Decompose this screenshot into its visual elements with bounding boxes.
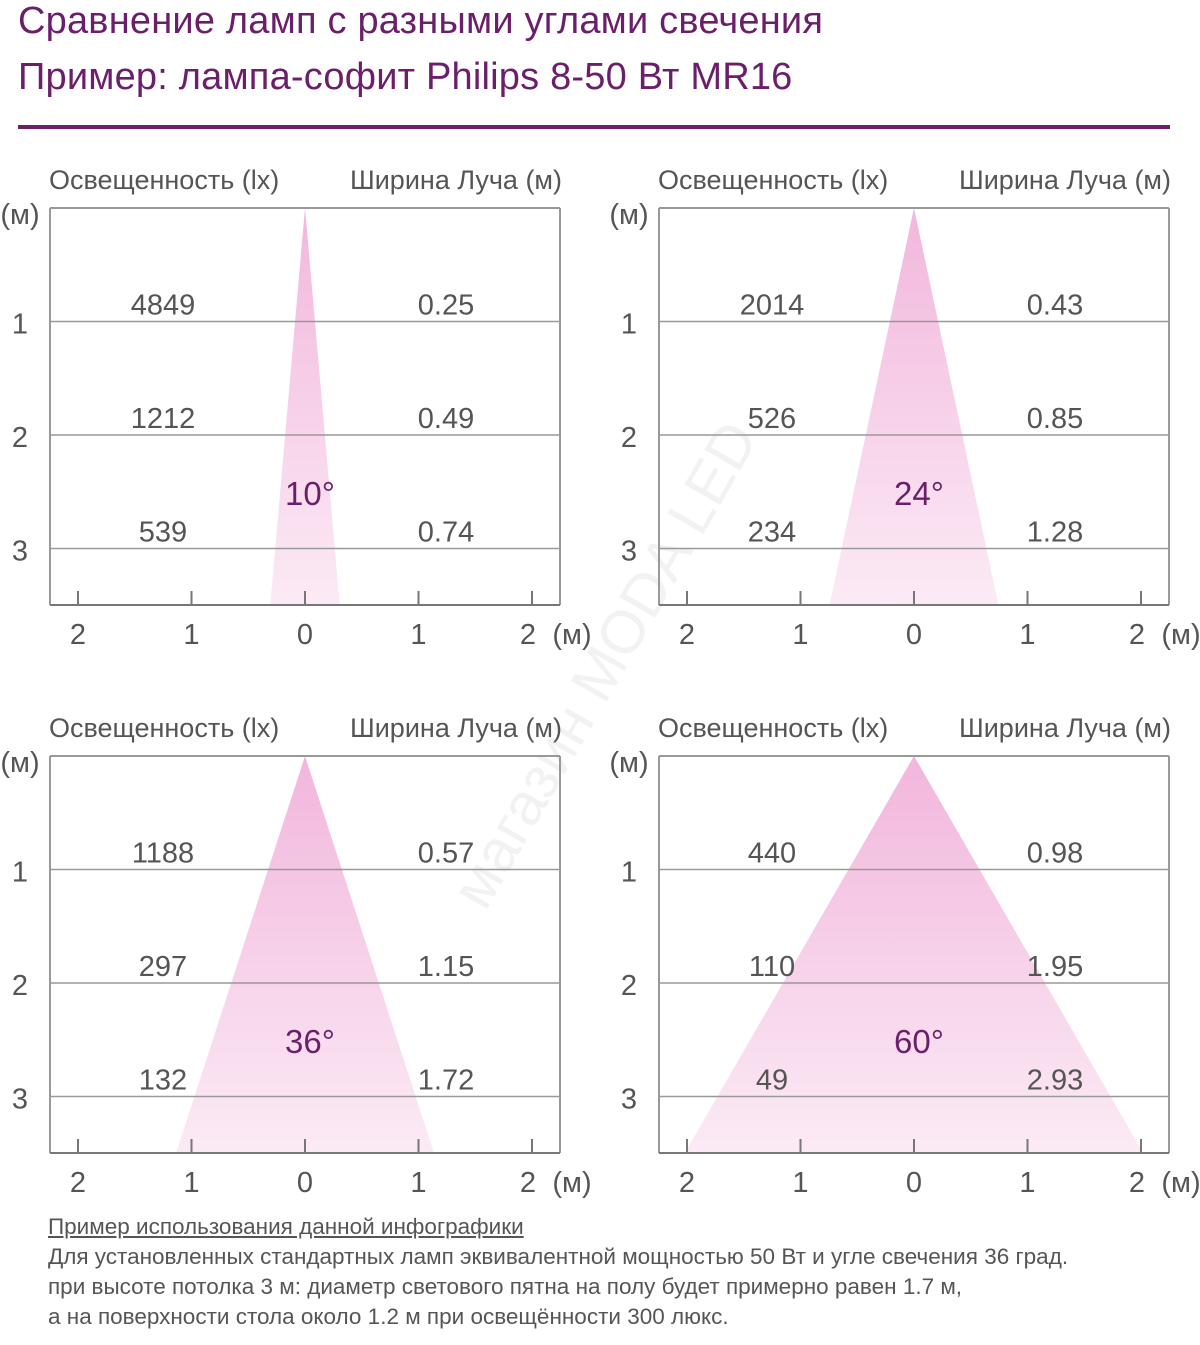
beam-width-value: 0.25: [418, 290, 474, 322]
x-tick-label: 2: [520, 619, 536, 651]
header-illuminance: Освещенность (lx): [658, 713, 888, 743]
y-tick-label: 2: [12, 970, 28, 1002]
illuminance-value: 110: [749, 951, 795, 983]
x-tick-label: 2: [70, 619, 86, 651]
header-beam-width: Ширина Луча (м): [350, 713, 562, 743]
x-tick-label: 1: [410, 1167, 426, 1199]
usage-note-title: Пример использования данной инфографики: [48, 1214, 524, 1239]
beam-width-value: 1.95: [1027, 951, 1083, 983]
beam-width-value: 0.43: [1027, 290, 1083, 322]
usage-note-line-3: а на поверхности стола около 1.2 м при о…: [48, 1304, 729, 1329]
beam-width-value: 1.28: [1027, 517, 1083, 549]
chart-panel-60: Освещенность (lx) Ширина Луча (м) (м) 1 2 3 44…: [609, 708, 1200, 1248]
light-beam-cone: [176, 756, 434, 1153]
usage-note-line-2: при высоте потолка 3 м: диаметр световог…: [48, 1274, 963, 1299]
x-tick-label: 2: [1129, 619, 1145, 651]
y-tick-label: 3: [12, 536, 28, 568]
chart-panel-24: Освещенность (lx) Ширина Луча (м) (м) 1 2 3 20…: [609, 160, 1200, 700]
x-tick-label: 1: [183, 619, 199, 651]
illuminance-value: 132: [139, 1065, 187, 1097]
chart-panel-36: Освещенность (lx) Ширина Луча (м) (м) 1 2 3 11…: [0, 708, 600, 1248]
chart-panel-10: Освещенность (lx) Ширина Луча (м) (м) 1 2 3 48…: [0, 160, 600, 700]
beam-width-value: 0.74: [418, 517, 474, 549]
beam-chart: Освещенность (lx) Ширина Луча (м) (м) 1 2 3 44…: [609, 713, 1200, 1199]
y-tick-label: 1: [12, 309, 28, 341]
y-tick-label: 3: [12, 1084, 28, 1116]
x-tick-label: 0: [297, 619, 313, 651]
illuminance-value: 1188: [132, 838, 194, 870]
y-tick-label: 3: [621, 1084, 637, 1116]
x-tick-label: 2: [70, 1167, 86, 1199]
illuminance-value: 526: [748, 403, 796, 435]
usage-note: Пример использования данной инфографики …: [48, 1212, 1178, 1332]
beam-angle-label: 60°: [894, 1023, 944, 1060]
usage-note-line-1: Для установленных стандартных ламп эквив…: [48, 1244, 1069, 1269]
beam-angle-label: 36°: [285, 1023, 335, 1060]
x-tick-label: 0: [906, 1167, 922, 1199]
x-axis-unit: (м): [552, 619, 591, 651]
page-subtitle: Пример: лампа-софит Philips 8-50 Вт MR16: [18, 56, 793, 98]
x-tick-label: 1: [410, 619, 426, 651]
x-tick-label: 1: [792, 1167, 808, 1199]
y-tick-label: 2: [621, 970, 637, 1002]
beam-width-value: 1.15: [418, 951, 474, 983]
y-tick-label: 1: [621, 857, 637, 889]
x-tick-label: 1: [1019, 619, 1035, 651]
beam-angle-label: 24°: [894, 475, 944, 512]
y-tick-label: 1: [621, 309, 637, 341]
x-axis-unit: (м): [552, 1167, 591, 1199]
header-illuminance: Освещенность (lx): [658, 165, 888, 195]
header-beam-width: Ширина Луча (м): [959, 713, 1171, 743]
beam-chart: Освещенность (lx) Ширина Луча (м) (м) 1 2 3 48…: [0, 165, 591, 651]
y-tick-label: 2: [621, 422, 637, 454]
page-title: Сравнение ламп с разными углами свечения: [18, 0, 824, 42]
beam-angle-label: 10°: [285, 475, 335, 512]
beam-width-value: 1.72: [418, 1065, 474, 1097]
illuminance-value: 539: [139, 517, 187, 549]
x-tick-label: 2: [1129, 1167, 1145, 1199]
beam-width-value: 0.49: [418, 403, 474, 435]
x-tick-label: 2: [520, 1167, 536, 1199]
x-tick-label: 1: [1019, 1167, 1035, 1199]
beam-width-value: 0.57: [418, 838, 474, 870]
header-beam-width: Ширина Луча (м): [959, 165, 1171, 195]
x-axis-unit: (м): [1161, 619, 1200, 651]
light-beam-cone: [829, 208, 999, 605]
x-tick-label: 0: [297, 1167, 313, 1199]
x-axis-unit: (м): [1161, 1167, 1200, 1199]
beam-width-value: 0.85: [1027, 403, 1083, 435]
beam-chart: Освещенность (lx) Ширина Луча (м)(м)12320…: [609, 165, 1200, 651]
y-axis-unit: (м): [0, 199, 39, 231]
beam-width-value: 2.93: [1027, 1065, 1083, 1097]
illuminance-value: 1212: [131, 403, 196, 435]
header-beam-width: Ширина Луча (м): [350, 165, 562, 195]
y-tick-label: 3: [621, 536, 637, 568]
y-axis-unit: (м): [609, 199, 648, 231]
x-tick-label: 2: [679, 1167, 695, 1199]
light-beam-cone: [684, 756, 1144, 1153]
beam-chart: Освещенность (lx) Ширина Луча (м)(м)12311…: [0, 713, 591, 1199]
header-illuminance: Освещенность (lx): [49, 713, 279, 743]
illuminance-value: 49: [756, 1065, 788, 1097]
y-tick-label: 2: [12, 422, 28, 454]
illuminance-value: 4849: [131, 290, 196, 322]
illuminance-value: 297: [139, 951, 187, 983]
illuminance-value: 2014: [740, 290, 805, 322]
illuminance-value: 440: [748, 838, 796, 870]
x-tick-label: 2: [679, 619, 695, 651]
y-axis-unit: (м): [609, 747, 648, 779]
y-axis-unit: (м): [0, 747, 39, 779]
x-tick-label: 0: [906, 619, 922, 651]
illuminance-value: 234: [748, 517, 796, 549]
x-tick-label: 1: [183, 1167, 199, 1199]
title-divider: [18, 125, 1170, 129]
x-tick-label: 1: [792, 619, 808, 651]
beam-width-value: 0.98: [1027, 838, 1083, 870]
header-illuminance: Освещенность (lx): [49, 165, 279, 195]
light-beam-cone: [270, 208, 340, 605]
y-tick-label: 1: [12, 857, 28, 889]
